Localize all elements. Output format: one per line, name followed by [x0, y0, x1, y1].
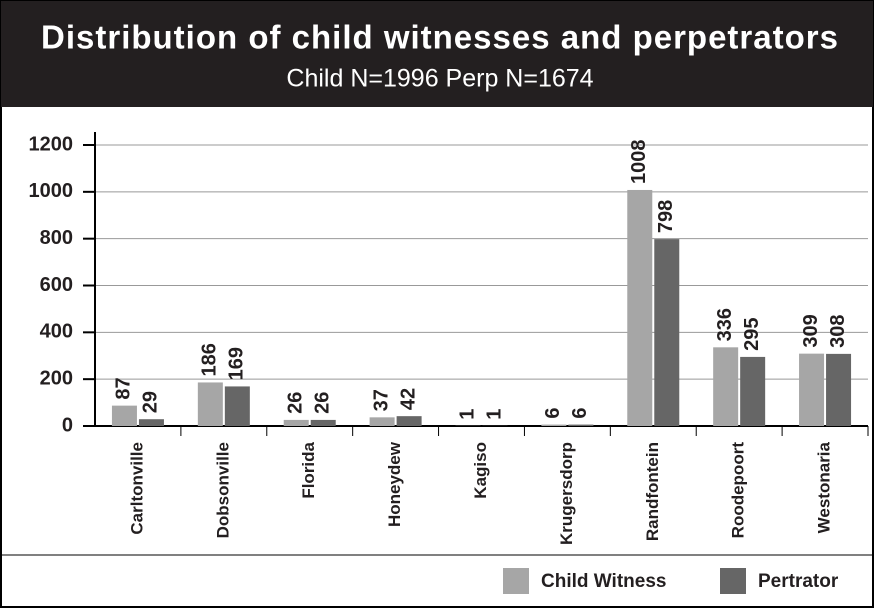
- y-tick-label: 1200: [29, 133, 74, 155]
- y-tick-label: 1000: [29, 180, 74, 202]
- x-tick-label: Dobsonville: [213, 442, 232, 538]
- y-tick-label: 800: [40, 227, 73, 249]
- value-label: 29: [140, 391, 162, 413]
- legend-swatch: [720, 568, 746, 594]
- bar: [826, 354, 851, 426]
- value-label: 6: [542, 407, 564, 418]
- legend-label: Pertrator: [758, 571, 839, 592]
- legend-swatch: [503, 568, 529, 594]
- x-tick-label: Randfontein: [643, 442, 662, 541]
- value-label: 6: [569, 407, 591, 418]
- x-tick-label: Kagiso: [471, 442, 490, 499]
- bar: [139, 419, 164, 426]
- bar: [397, 416, 422, 426]
- y-tick-label: 400: [40, 321, 73, 343]
- bar: [225, 386, 250, 426]
- x-tick-label: Florida: [299, 441, 318, 498]
- y-tick-label: 600: [40, 274, 73, 296]
- chart-title: Distribution of child witnesses and perp…: [41, 19, 839, 56]
- x-tick-label: Roodepoort: [729, 442, 748, 539]
- value-label: 1: [483, 409, 505, 420]
- value-label: 186: [199, 343, 221, 376]
- value-label: 26: [285, 392, 307, 414]
- bar: [713, 347, 738, 426]
- x-tick-label: Honeydew: [385, 441, 404, 527]
- bar: [198, 382, 223, 426]
- y-tick-label: 200: [40, 367, 73, 389]
- x-tick-label: Krugersdorp: [557, 442, 576, 545]
- bar: [568, 425, 593, 426]
- value-label: 87: [113, 377, 135, 399]
- value-label: 1: [456, 409, 478, 420]
- bar: [740, 357, 765, 426]
- value-label: 308: [827, 315, 849, 348]
- bar: [627, 190, 652, 426]
- value-label: 169: [226, 347, 248, 380]
- bar: [311, 420, 336, 426]
- value-label: 26: [312, 392, 334, 414]
- bar: [799, 354, 824, 426]
- value-label: 37: [370, 389, 392, 411]
- value-label: 798: [655, 200, 677, 233]
- value-label: 295: [741, 318, 763, 351]
- bar: [112, 406, 137, 426]
- value-label: 1008: [628, 139, 650, 184]
- y-tick-label: 0: [62, 414, 73, 436]
- bar: [654, 239, 679, 426]
- x-tick-label: Westonaria: [815, 441, 834, 533]
- value-label: 309: [800, 314, 822, 347]
- x-tick-label: Carltonville: [127, 442, 146, 535]
- bar: [370, 417, 395, 426]
- chart-subtitle: Child N=1996 Perp N=1674: [286, 65, 593, 93]
- value-label: 336: [714, 308, 736, 341]
- legend-label: Child Witness: [541, 571, 666, 592]
- bar: [284, 420, 309, 426]
- value-label: 42: [397, 388, 419, 410]
- bar: [541, 425, 566, 426]
